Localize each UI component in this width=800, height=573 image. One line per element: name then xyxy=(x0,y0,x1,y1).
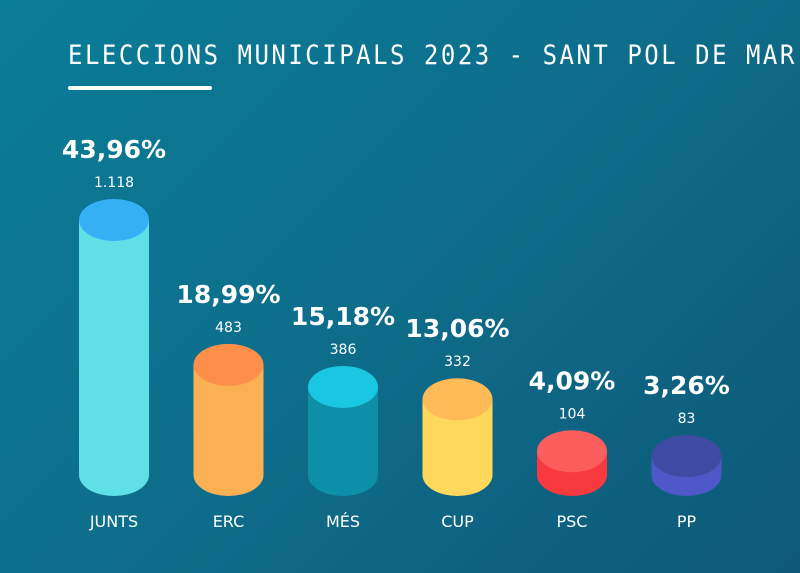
percent-label-mes: 15,18% xyxy=(291,302,395,331)
bar-junts xyxy=(79,199,149,496)
bar-top-mes xyxy=(308,365,378,408)
bar-body-cup xyxy=(422,399,493,496)
percent-label-psc: 4,09% xyxy=(529,366,616,395)
votes-label-cup: 332 xyxy=(444,354,471,370)
category-label-erc: ERC xyxy=(213,512,245,531)
percent-label-erc: 18,99% xyxy=(176,280,280,309)
bar-psc xyxy=(537,430,607,496)
votes-label-mes: 386 xyxy=(330,342,357,358)
bar-top-psc xyxy=(537,430,607,473)
chart-title: ELECCIONS MUNICIPALS 2023 - SANT POL DE … xyxy=(68,40,797,71)
votes-label-erc: 483 xyxy=(215,320,242,336)
percent-label-cup: 13,06% xyxy=(405,314,509,343)
category-label-psc: PSC xyxy=(557,512,588,531)
bar-body-erc xyxy=(193,364,264,496)
percent-label-junts: 43,96% xyxy=(62,135,166,164)
bar-top-pp xyxy=(651,435,722,478)
category-label-mes: MÉS xyxy=(326,512,360,531)
bar-body-junts xyxy=(79,220,149,496)
bar-top-erc xyxy=(193,343,264,386)
bar-top-cup xyxy=(422,378,493,421)
category-label-cup: CUP xyxy=(441,512,474,531)
votes-label-psc: 104 xyxy=(559,406,586,422)
bar-erc xyxy=(193,343,264,496)
bar-top-junts xyxy=(79,199,149,241)
bar-mes xyxy=(308,365,378,496)
bar-cup xyxy=(422,378,493,496)
category-label-pp: PP xyxy=(677,512,697,531)
votes-label-junts: 1.118 xyxy=(94,175,134,191)
title-underline xyxy=(68,86,212,90)
bar-pp xyxy=(651,435,722,496)
category-label-junts: JUNTS xyxy=(89,512,138,531)
percent-label-pp: 3,26% xyxy=(643,371,730,400)
votes-label-pp: 83 xyxy=(678,411,696,427)
bar-body-mes xyxy=(308,386,378,496)
